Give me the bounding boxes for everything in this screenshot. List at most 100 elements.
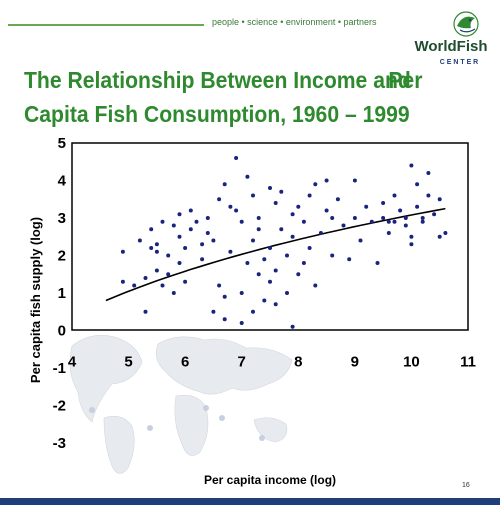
- data-point: [268, 246, 272, 250]
- data-point: [222, 317, 227, 322]
- data-point: [183, 246, 188, 250]
- data-point: [443, 231, 448, 235]
- data-point: [381, 201, 386, 205]
- data-point: [352, 178, 357, 183]
- data-point: [426, 171, 431, 175]
- y-axis-label: Per capita fish supply (log): [28, 217, 43, 383]
- data-point: [234, 208, 239, 213]
- y-tick-label: -2: [53, 398, 66, 415]
- x-tick-label: 7: [238, 354, 246, 371]
- data-point: [222, 294, 227, 299]
- x-axis-label: Per capita income (log): [204, 473, 336, 487]
- data-point: [437, 234, 442, 239]
- data-point: [279, 227, 284, 232]
- data-point: [154, 268, 159, 273]
- logo-name: WorldFish: [414, 38, 487, 55]
- data-point: [166, 272, 171, 277]
- data-point: [415, 182, 420, 187]
- data-point: [171, 223, 176, 228]
- data-point: [268, 279, 272, 284]
- data-point: [279, 189, 284, 194]
- data-point: [420, 219, 425, 224]
- data-point: [415, 204, 420, 209]
- data-point: [194, 219, 199, 224]
- y-tick-label: 1: [58, 285, 66, 302]
- data-point: [120, 249, 125, 254]
- header-rule: [8, 24, 204, 26]
- footer-bar: [0, 498, 500, 505]
- data-point: [200, 242, 205, 247]
- data-point: [251, 238, 255, 243]
- data-point: [149, 227, 154, 232]
- data-point: [137, 238, 142, 243]
- title-line-2: Capita Fish Consumption, 1960 – 1999: [24, 101, 410, 127]
- data-point: [307, 246, 312, 250]
- data-point: [285, 291, 289, 295]
- x-tick-label: 4: [68, 354, 77, 371]
- data-point: [285, 253, 289, 258]
- page-number: 16: [462, 482, 470, 489]
- data-point: [426, 193, 431, 198]
- data-point: [341, 223, 346, 228]
- y-tick-label: 3: [58, 210, 66, 227]
- data-point: [307, 193, 312, 198]
- data-point: [369, 219, 374, 224]
- data-point: [324, 208, 329, 213]
- data-point: [171, 291, 176, 295]
- data-point: [205, 216, 210, 220]
- data-point: [273, 268, 278, 273]
- data-point: [386, 219, 391, 224]
- data-point: [437, 197, 442, 202]
- logo-sub: C E N T E R: [440, 59, 479, 66]
- data-point: [188, 227, 193, 232]
- data-point: [324, 178, 329, 183]
- data-point: [273, 302, 278, 307]
- data-point: [222, 182, 227, 187]
- y-tick-label: -1: [53, 360, 66, 377]
- x-tick-label: 6: [181, 354, 189, 371]
- x-tick-label: 5: [124, 354, 132, 371]
- data-point: [205, 231, 210, 235]
- data-point: [268, 186, 272, 190]
- data-point: [177, 234, 182, 239]
- data-point: [251, 193, 255, 198]
- x-tick-label: 8: [294, 354, 302, 371]
- y-tick-label: 4: [58, 173, 67, 190]
- data-point: [251, 309, 255, 314]
- data-point: [239, 219, 244, 224]
- data-point: [217, 197, 222, 202]
- trend-line: [105, 207, 446, 302]
- data-point: [290, 324, 295, 329]
- data-point: [313, 182, 318, 187]
- data-point: [143, 276, 148, 280]
- data-point: [160, 283, 165, 288]
- data-point: [211, 309, 216, 314]
- data-point: [352, 216, 357, 220]
- data-point: [177, 212, 182, 217]
- data-point: [256, 227, 261, 232]
- data-point: [273, 201, 278, 205]
- data-point: [234, 156, 239, 160]
- data-point: [256, 216, 261, 220]
- tagline: people • science • environment • partner…: [212, 17, 377, 27]
- slide-title: The Relationship Between Income and Per …: [24, 63, 438, 131]
- data-point: [154, 249, 159, 254]
- data-point: [239, 321, 244, 325]
- data-point: [358, 238, 363, 243]
- world-map-backdrop: [69, 335, 293, 474]
- data-point: [166, 253, 171, 258]
- data-point: [177, 261, 182, 265]
- x-tick-label: 11: [460, 354, 476, 371]
- data-point: [154, 242, 159, 247]
- data-point: [375, 261, 380, 265]
- data-point: [409, 242, 414, 247]
- x-tick-label: 9: [351, 354, 359, 371]
- data-point: [217, 283, 222, 288]
- data-point: [364, 204, 369, 209]
- data-point: [262, 257, 267, 262]
- title-per: Per: [388, 67, 423, 93]
- data-point: [239, 291, 244, 295]
- worldfish-logo: WorldFish C E N T E R: [414, 11, 488, 66]
- data-point: [290, 234, 295, 239]
